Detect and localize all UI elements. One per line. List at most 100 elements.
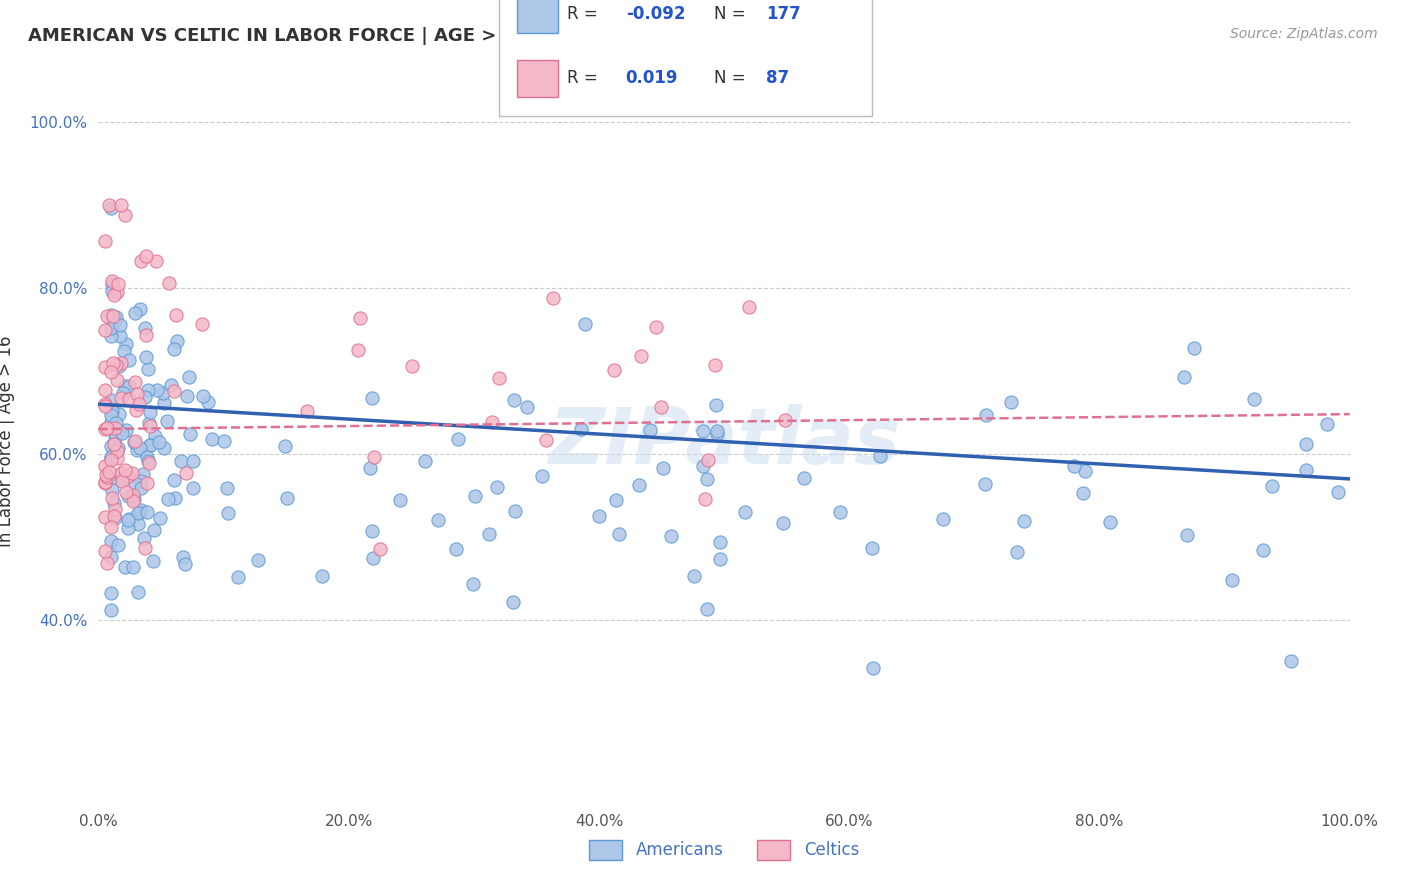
Point [103,288,125,302]
Point [111,425,134,440]
Point [488,371,510,385]
Point [93,322,115,336]
Point [124,306,146,320]
Point [134,541,156,555]
Point [134,531,156,545]
Point [100,320,122,334]
Point [104,416,127,430]
Point [101,483,124,498]
Point [105,443,128,458]
Text: R =: R = [567,70,598,87]
Text: R =: R = [567,5,598,23]
Point [104,421,127,435]
Point [107,441,129,455]
Point [124,475,146,490]
Point [695,491,717,506]
Point [93,396,115,410]
Point [1000,395,1022,409]
Point [1295,437,1317,451]
Text: Source: ZipAtlas.com: Source: ZipAtlas.com [1230,27,1378,41]
Point [181,481,204,495]
Point [107,538,129,552]
Point [696,472,718,486]
Point [122,559,145,574]
Point [295,404,318,418]
Point [461,577,484,591]
Point [110,392,132,406]
Point [93,234,115,248]
Point [129,505,152,519]
Point [104,431,127,445]
Point [139,438,162,452]
Point [108,329,131,343]
Point [413,453,436,467]
Point [481,415,503,429]
Point [136,450,159,464]
Point [1182,341,1205,355]
Point [93,383,115,397]
Point [360,524,382,539]
Point [110,356,132,370]
Point [1251,543,1274,558]
Point [152,386,174,401]
Point [152,441,174,455]
Point [101,274,124,288]
Point [104,501,127,516]
Point [363,450,385,465]
Point [179,370,201,384]
Point [659,529,682,543]
Point [128,442,150,456]
Point [94,468,117,483]
Point [1279,654,1302,668]
Point [1295,463,1317,477]
Point [530,468,553,483]
Point [1222,574,1244,588]
Point [160,378,183,392]
Point [179,427,201,442]
Point [502,392,524,407]
Point [142,554,165,568]
Point [143,523,166,537]
Point [100,585,122,599]
Point [135,350,157,364]
Point [124,375,146,389]
Point [148,434,170,449]
Point [107,407,129,421]
Point [93,400,115,414]
Point [697,453,720,467]
Point [101,356,124,370]
Point [108,359,131,373]
Point [734,505,756,519]
Point [103,440,125,454]
Point [862,661,884,675]
Point [105,285,128,300]
Point [136,505,159,519]
Point [127,507,149,521]
Point [104,310,127,324]
Point [93,458,115,473]
Point [1063,459,1085,474]
Point [1098,515,1121,529]
Point [129,481,152,495]
Point [125,402,148,417]
Point [127,387,149,401]
Point [101,404,124,418]
Point [349,310,371,325]
Point [361,391,384,405]
Point [775,413,797,427]
Point [138,416,160,430]
Point [98,198,121,212]
Point [1005,545,1028,559]
Point [93,360,115,375]
Point [100,534,122,549]
Point [516,400,538,414]
Point [217,506,239,520]
Point [974,476,997,491]
Point [156,414,179,428]
Point [145,254,167,268]
Point [93,509,115,524]
Point [427,513,450,527]
Point [149,511,172,525]
Point [793,471,815,485]
Point [117,489,139,503]
